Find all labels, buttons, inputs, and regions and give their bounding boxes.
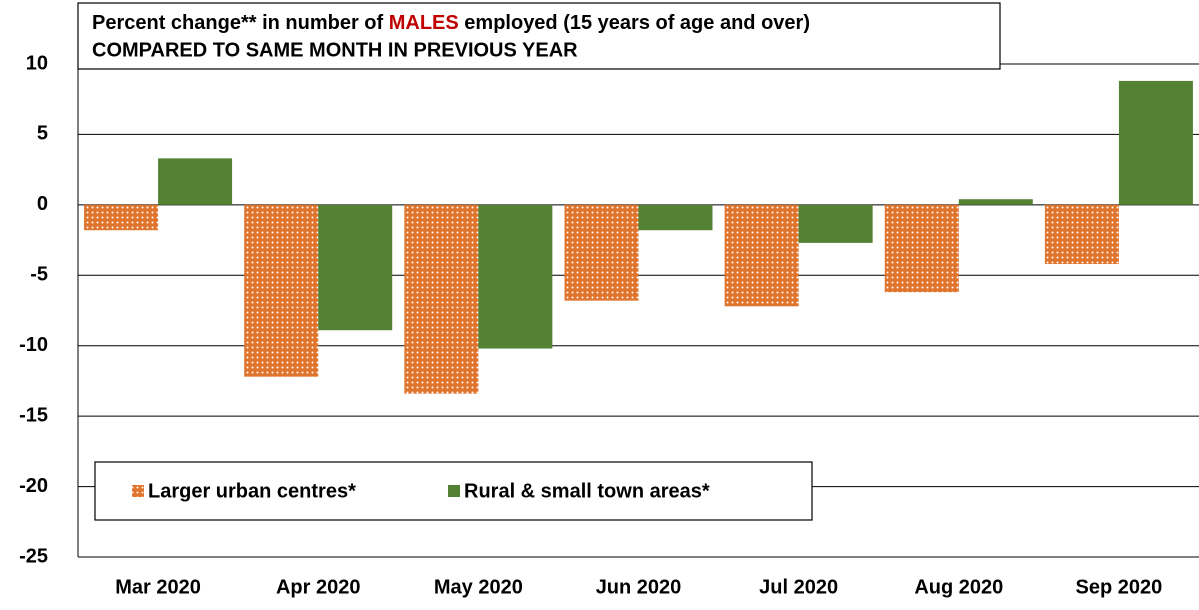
bar <box>478 204 553 349</box>
legend-label: Rural & small town areas* <box>464 480 710 502</box>
bar <box>1118 80 1193 205</box>
y-tick-label: -25 <box>19 545 48 567</box>
bar <box>158 158 233 205</box>
x-tick-label: Mar 2020 <box>115 576 201 598</box>
bar <box>404 204 479 394</box>
legend-swatch <box>132 485 144 497</box>
bar <box>958 199 1033 205</box>
y-tick-label: -20 <box>19 475 48 497</box>
bar <box>724 204 799 307</box>
legend-label: Larger urban centres* <box>148 480 356 502</box>
legend-swatch <box>448 485 460 497</box>
bar <box>884 204 959 293</box>
x-tick-label: Sep 2020 <box>1076 576 1163 598</box>
x-tick-label: May 2020 <box>434 576 523 598</box>
x-tick-label: Jul 2020 <box>759 576 838 598</box>
x-tick-label: Apr 2020 <box>276 576 361 598</box>
bar <box>1044 204 1119 265</box>
x-tick-label: Jun 2020 <box>596 576 682 598</box>
y-tick-label: 10 <box>26 52 48 74</box>
x-tick-label: Aug 2020 <box>914 576 1003 598</box>
y-tick-label: -5 <box>30 264 48 286</box>
chart-title: Percent change** in number of MALES empl… <box>92 12 810 34</box>
bar <box>244 204 319 377</box>
bar <box>318 204 393 331</box>
bar <box>798 204 873 243</box>
y-tick-label: -15 <box>19 404 48 426</box>
y-tick-label: -10 <box>19 334 48 356</box>
title-part: MALES <box>389 12 459 34</box>
bar <box>564 204 639 301</box>
title-part: employed (15 years of age and over) <box>459 12 810 34</box>
bar <box>84 204 159 231</box>
bar <box>638 204 713 231</box>
y-tick-label: 5 <box>37 123 48 145</box>
title-box <box>77 2 1001 70</box>
y-tick-label: 0 <box>37 193 48 215</box>
chart-subtitle: COMPARED TO SAME MONTH IN PREVIOUS YEAR <box>92 39 578 61</box>
title-part: Percent change** in number of <box>92 12 389 34</box>
